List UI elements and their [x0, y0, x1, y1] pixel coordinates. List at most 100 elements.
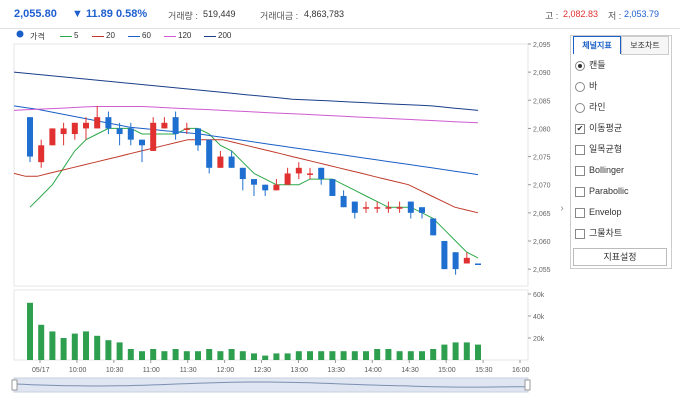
- radio-icon[interactable]: [575, 81, 585, 92]
- checkbox-icon[interactable]: [575, 144, 585, 155]
- ma-60-line: [13, 105, 479, 176]
- candle-body: [251, 179, 257, 185]
- radio-icon[interactable]: [575, 102, 585, 113]
- candle-body: [195, 128, 201, 146]
- y-tick-label: 2,075: [533, 155, 551, 162]
- radio-icon[interactable]: [575, 60, 585, 71]
- indicator-moving-average[interactable]: ✔ 이동평균: [575, 123, 623, 134]
- x-tick-label: 12:00: [217, 367, 235, 374]
- x-tick-label: 12:30: [254, 367, 272, 374]
- candle-body: [262, 184, 269, 191]
- candle-body: [430, 218, 437, 236]
- volume-bar: [183, 351, 190, 360]
- expand-panel-arrow-icon[interactable]: ›: [560, 203, 564, 214]
- volume-bar: [396, 351, 403, 360]
- change-percent: 0.58%: [115, 8, 148, 20]
- candle-body: [83, 122, 89, 129]
- volume-bar: [351, 351, 358, 360]
- y-tick-label: 2,070: [533, 183, 551, 190]
- candle-body: [38, 145, 45, 163]
- low-label: 저 :: [608, 11, 622, 21]
- candle-body: [363, 207, 369, 209]
- x-tick-label: 15:30: [475, 367, 493, 374]
- volume-bar: [127, 349, 134, 360]
- chart-type-bar[interactable]: 바: [575, 79, 597, 93]
- trade-value-label: 거래대금 :: [260, 11, 299, 21]
- volume-bar: [273, 353, 280, 360]
- volume-bar: [60, 338, 67, 360]
- volume-bar: [295, 351, 302, 360]
- high-label: 고 :: [545, 11, 559, 21]
- x-tick-label: 13:30: [327, 367, 345, 374]
- volume-bar: [452, 342, 459, 360]
- indicator-bollinger[interactable]: Bollinger: [575, 163, 624, 177]
- y-tick-label: 2,085: [533, 98, 551, 105]
- volume-bar: [38, 324, 45, 360]
- x-tick-label: 14:00: [364, 367, 382, 374]
- volume-bar: [139, 351, 145, 360]
- candle-body: [217, 156, 224, 168]
- x-tick-label: 05/17: [32, 367, 50, 374]
- legend-ma200-line: [204, 36, 216, 37]
- indicator-envelope[interactable]: Envelop: [575, 205, 622, 219]
- x-tick-label: 10:00: [69, 367, 87, 374]
- candle-body: [172, 117, 179, 135]
- price-dot-icon: [16, 30, 24, 38]
- volume-bar: [475, 344, 481, 360]
- checkbox-icon[interactable]: [575, 186, 585, 197]
- tab-channel-indicator[interactable]: 체널지표: [573, 36, 621, 54]
- chart-type-candle[interactable]: 캔들: [575, 58, 606, 72]
- y-tick-label: 2,095: [533, 42, 551, 49]
- ma-200-line: [13, 71, 479, 111]
- tab-sub-chart[interactable]: 보조차트: [621, 36, 669, 55]
- current-price: 2,055.80: [14, 8, 57, 20]
- indicator-parabolic[interactable]: Parabollic: [575, 184, 629, 198]
- checkbox-icon[interactable]: [575, 207, 585, 218]
- volume-bar: [329, 351, 336, 360]
- candle-body: [385, 207, 392, 209]
- volume-bar: [307, 351, 313, 360]
- quote-bar: 2,055.80 ▼ 11.89 0.58% 거래량 : 519,449 거래대…: [0, 0, 680, 29]
- x-tick-label: 11:00: [143, 367, 160, 374]
- low-value: 2,053.79: [624, 9, 660, 19]
- candle-body: [139, 139, 145, 146]
- candle-body: [475, 263, 481, 265]
- candle-body: [463, 257, 470, 264]
- indicator-net-chart[interactable]: 그물차트: [575, 226, 622, 240]
- volume-bar: [83, 331, 89, 360]
- price-plot-frame: [13, 43, 529, 287]
- volume-bar: [94, 335, 101, 360]
- checkbox-icon[interactable]: [575, 228, 585, 239]
- candle-body: [116, 128, 123, 135]
- legend-ma60: 60: [142, 31, 151, 40]
- volume-bar: [463, 342, 470, 360]
- volume-tick-label: 40k: [533, 314, 545, 321]
- y-tick-label: 2,060: [533, 239, 551, 246]
- candle-body: [318, 167, 325, 180]
- candle-body: [273, 184, 280, 191]
- candle-body: [284, 173, 291, 185]
- candle-body: [407, 201, 414, 213]
- candle-body: [396, 207, 403, 209]
- high-value: 2,082.83: [563, 9, 599, 19]
- volume-tick-label: 20k: [533, 336, 545, 343]
- legend-price: 가격: [30, 32, 45, 41]
- down-arrow-icon: ▼: [72, 8, 83, 20]
- price-chart[interactable]: 2,095 2,090 2,085 2,080 2,075 2,070 2,065 2,060…: [0, 0, 560, 403]
- candle-body: [49, 128, 56, 146]
- candle-body: [228, 156, 235, 168]
- candle-body: [127, 128, 134, 140]
- legend-ma20: 20: [106, 31, 115, 40]
- checkbox-checked-icon[interactable]: ✔: [575, 123, 585, 134]
- y-tick-label: 2,080: [533, 126, 551, 133]
- volume-bar: [116, 342, 123, 360]
- candle-body: [452, 252, 459, 270]
- candle-body: [307, 173, 313, 175]
- navigator-line: [13, 381, 529, 388]
- indicator-ichimoku[interactable]: 일목균형: [575, 142, 622, 156]
- indicator-settings-button[interactable]: 지표설정: [573, 248, 667, 266]
- volume-bar: [105, 340, 112, 360]
- chart-type-line[interactable]: 라인: [575, 100, 606, 114]
- volume-tick-label: 60k: [533, 292, 545, 299]
- checkbox-icon[interactable]: [575, 165, 585, 176]
